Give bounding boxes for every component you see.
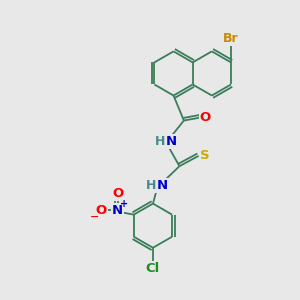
Text: H: H — [146, 179, 156, 192]
Text: N: N — [157, 179, 168, 192]
Text: O: O — [200, 111, 211, 124]
Text: N: N — [112, 204, 123, 217]
Text: N: N — [166, 135, 177, 148]
Text: Cl: Cl — [146, 262, 160, 275]
Text: −: − — [90, 212, 100, 222]
Text: O: O — [112, 187, 123, 200]
Text: S: S — [200, 149, 209, 162]
Text: O: O — [96, 204, 107, 217]
Text: +: + — [120, 199, 128, 209]
Text: H: H — [154, 135, 165, 148]
Text: Br: Br — [223, 32, 239, 45]
